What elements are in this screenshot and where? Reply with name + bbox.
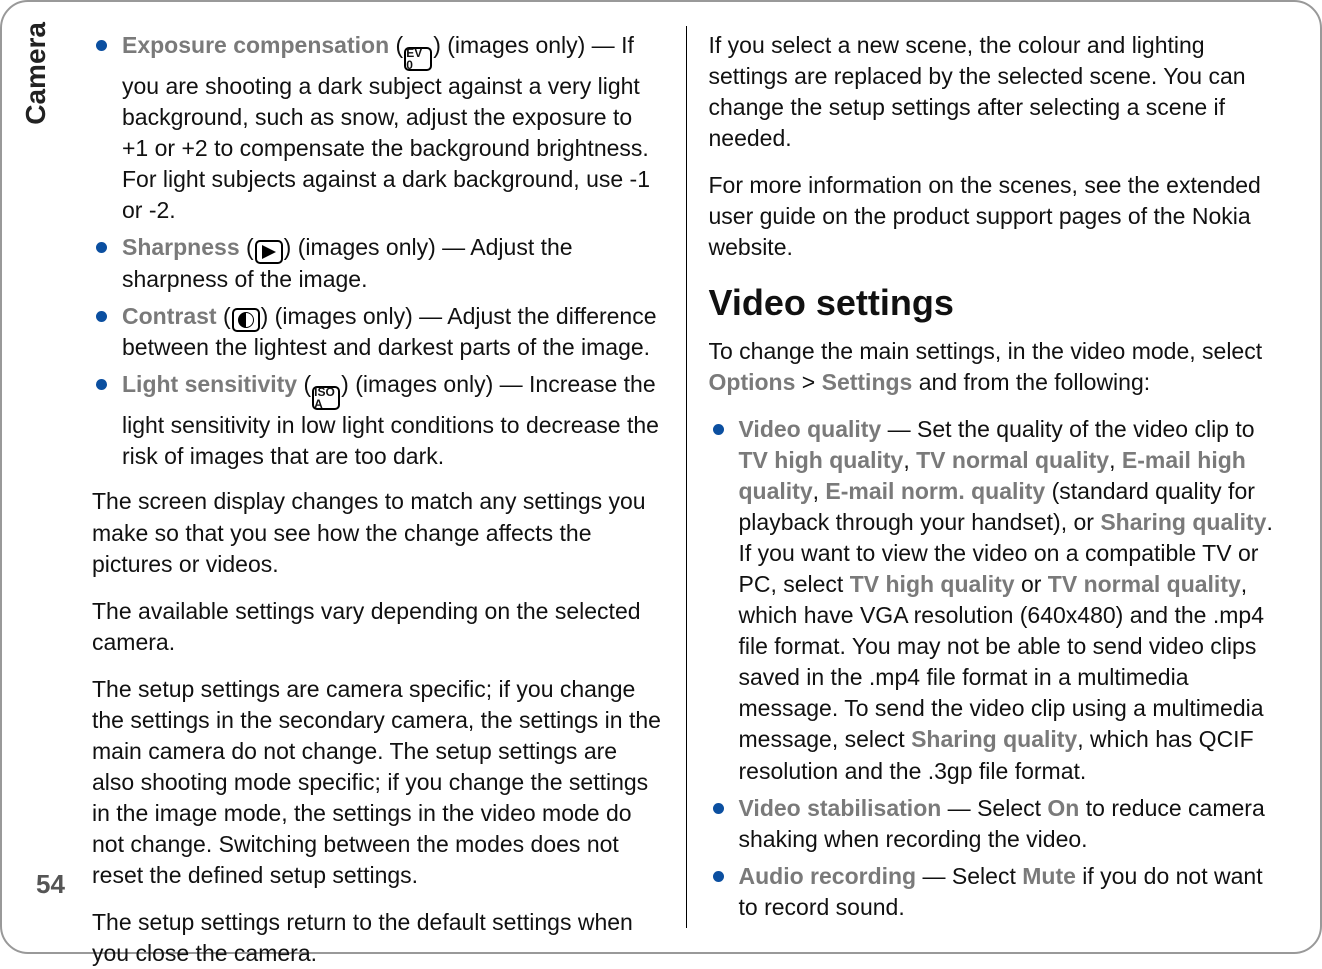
option-label: Exposure compensation: [122, 32, 389, 58]
qualifier-text: (images only): [349, 371, 500, 397]
option-label: Video quality: [739, 416, 882, 442]
option-label: Light sensitivity: [122, 371, 297, 397]
separator: >: [795, 369, 821, 395]
body-text: — Set the quality of the video clip to: [881, 416, 1254, 442]
settings-label: Settings: [822, 369, 913, 395]
paragraph: If you select a new scene, the colour an…: [709, 30, 1281, 154]
right-column: If you select a new scene, the colour an…: [709, 26, 1281, 928]
option-label: Sharpness: [122, 234, 240, 260]
paragraph: For more information on the scenes, see …: [709, 170, 1281, 263]
list-item: Light sensitivity (ISO A) (images only) …: [92, 369, 664, 472]
value-label: On: [1047, 795, 1079, 821]
list-item: Contrast () (images only) — Adjust the d…: [92, 301, 664, 363]
left-column: Exposure compensation (EV 0) (images onl…: [92, 26, 687, 928]
option-label: Audio recording: [739, 863, 917, 889]
list-item: Video stabilisation — Select On to reduc…: [709, 793, 1281, 855]
side-tab-label: Camera: [20, 22, 52, 125]
video-settings-list: Video quality — Set the quality of the v…: [709, 414, 1281, 923]
value-label: Sharing quality: [1100, 509, 1266, 535]
content-columns: Exposure compensation (EV 0) (images onl…: [92, 26, 1280, 928]
qualifier-text: (images only): [291, 234, 442, 260]
qualifier-text: (images only): [268, 303, 419, 329]
list-item: Sharpness () (images only) — Adjust the …: [92, 232, 664, 295]
list-item: Audio recording — Select Mute if you do …: [709, 861, 1281, 923]
manual-page: Camera 54 Exposure compensation (EV 0) (…: [0, 0, 1322, 954]
sharp-icon: [255, 240, 283, 264]
value-label: TV normal quality: [916, 447, 1109, 473]
intro-text: To change the main settings, in the vide…: [709, 338, 1263, 364]
section-heading: Video settings: [709, 279, 1281, 328]
value-label: Sharing quality: [911, 726, 1077, 752]
body-text: — Select: [941, 795, 1047, 821]
qualifier-text: (images only): [441, 32, 585, 58]
options-label: Options: [709, 369, 796, 395]
or-text: or: [1015, 571, 1048, 597]
contrast-icon: [232, 308, 260, 332]
value-label: E-mail norm. quality: [825, 478, 1045, 504]
intro-paragraph: To change the main settings, in the vide…: [709, 336, 1281, 398]
paragraph: The setup settings are camera specific; …: [92, 674, 664, 891]
comma: ,: [903, 447, 916, 473]
paragraph: The available settings vary depending on…: [92, 596, 664, 658]
list-item: Video quality — Set the quality of the v…: [709, 414, 1281, 787]
page-number: 54: [36, 869, 65, 900]
paragraph: The screen display changes to match any …: [92, 486, 664, 579]
list-item: Exposure compensation (EV 0) (images onl…: [92, 30, 664, 226]
option-label: Video stabilisation: [739, 795, 942, 821]
value-label: TV high quality: [739, 447, 904, 473]
ev-icon: EV 0: [404, 47, 432, 71]
item-body: — If you are shooting a dark subject aga…: [122, 32, 650, 223]
iso-icon: ISO A: [312, 386, 340, 410]
comma: ,: [1109, 447, 1122, 473]
paragraph: The setup settings return to the default…: [92, 907, 664, 969]
comma: ,: [813, 478, 826, 504]
value-label: TV normal quality: [1048, 571, 1241, 597]
option-label: Contrast: [122, 303, 217, 329]
image-settings-list: Exposure compensation (EV 0) (images onl…: [92, 30, 664, 472]
body-text: — Select: [916, 863, 1022, 889]
intro-text: and from the following:: [912, 369, 1150, 395]
value-label: TV high quality: [850, 571, 1015, 597]
value-label: Mute: [1022, 863, 1076, 889]
